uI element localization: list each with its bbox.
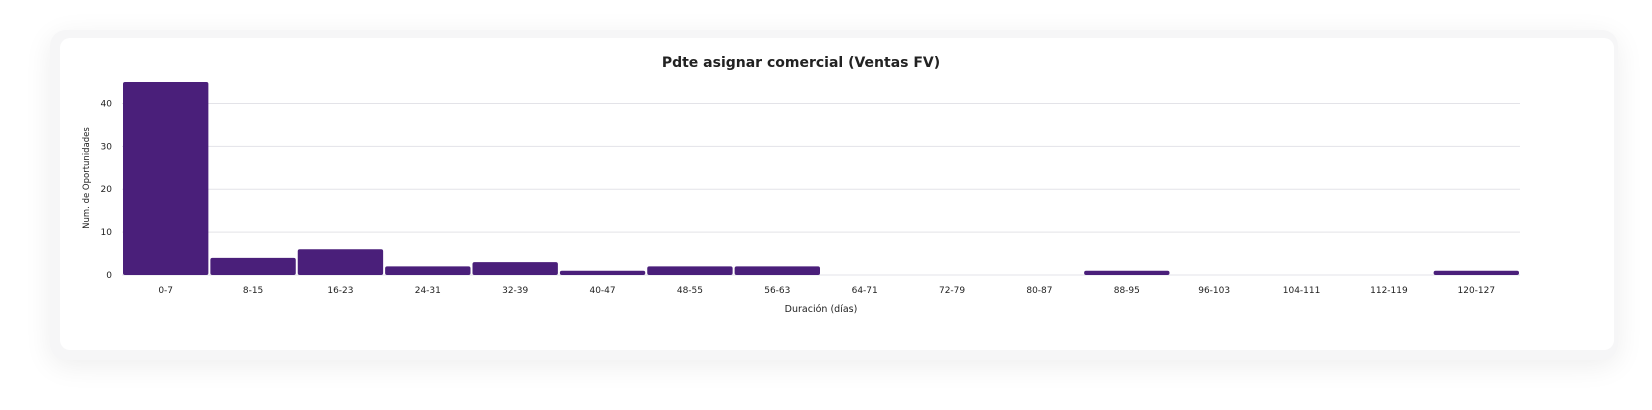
bar-16-23[interactable] [297, 249, 384, 275]
x-tick-label: 0-7 [158, 286, 173, 296]
x-axis-label: Duración (días) [785, 304, 858, 315]
x-tick-label: 72-79 [939, 286, 965, 296]
y-axis-ticks: 0 10 20 30 40 [101, 99, 113, 281]
x-tick-label: 16-23 [327, 286, 353, 296]
bar-32-39[interactable] [472, 262, 558, 275]
y-tick-label: 30 [101, 142, 113, 152]
x-tick-label: 32-39 [502, 286, 528, 296]
x-tick-label: 120-127 [1458, 286, 1496, 296]
y-tick-label: 20 [101, 185, 113, 195]
x-tick-label: 96-103 [1198, 286, 1230, 296]
x-axis-ticks: 0-7 8-15 16-23 24-31 32-39 40-47 48-55 56-63 64-… [158, 286, 1495, 296]
bar-24-31[interactable] [385, 266, 471, 275]
bars [123, 82, 1519, 275]
x-tick-label: 112-119 [1370, 286, 1408, 296]
x-tick-label: 8-15 [243, 286, 263, 296]
x-tick-label: 24-31 [415, 286, 441, 296]
bar-40-47[interactable] [559, 270, 646, 275]
bar-0-7[interactable] [123, 82, 209, 275]
bar-8-15[interactable] [210, 257, 296, 275]
x-tick-label: 104-111 [1283, 286, 1321, 296]
bar-56-63[interactable] [734, 266, 820, 275]
chart-card: Pdte asignar comercial (Ventas FV) 0 10 20… [60, 38, 1614, 350]
y-axis-label: Num. de Oportunidades [82, 127, 92, 229]
bar-48-55[interactable] [647, 266, 733, 275]
bar-88-95[interactable] [1084, 270, 1170, 275]
x-tick-label: 64-71 [852, 286, 878, 296]
y-tick-label: 0 [106, 271, 112, 281]
x-tick-label: 88-95 [1114, 286, 1140, 296]
y-tick-label: 10 [101, 228, 113, 238]
histogram-chart: Pdte asignar comercial (Ventas FV) 0 10 20… [82, 55, 1520, 315]
chart-title: Pdte asignar comercial (Ventas FV) [662, 55, 940, 71]
x-tick-label: 48-55 [677, 286, 703, 296]
bar-120-127[interactable] [1433, 270, 1519, 275]
x-tick-label: 40-47 [589, 286, 615, 296]
y-tick-label: 40 [101, 99, 113, 109]
x-tick-label: 56-63 [764, 286, 790, 296]
x-tick-label: 80-87 [1026, 286, 1052, 296]
